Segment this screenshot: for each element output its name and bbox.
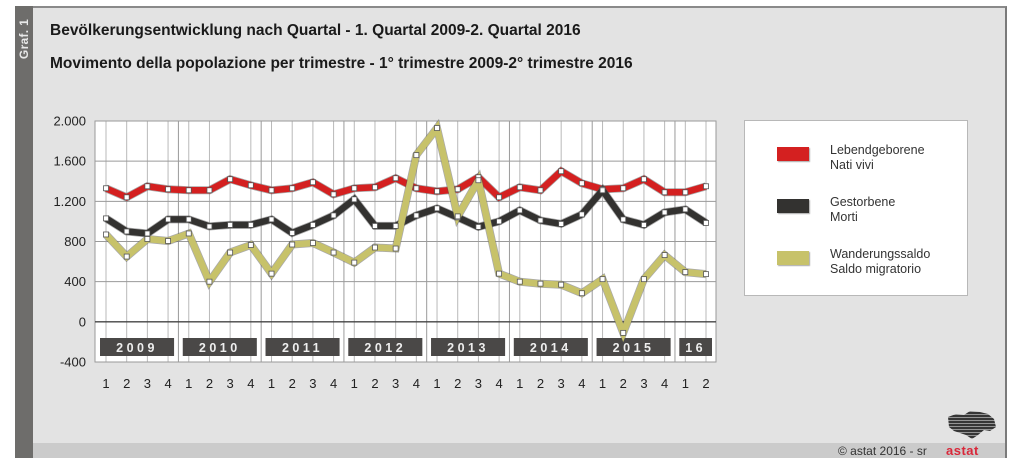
svg-text:2: 2 — [123, 376, 130, 391]
svg-text:3: 3 — [227, 376, 234, 391]
legend-label-births: Lebendgeborene Nati vivi — [830, 143, 925, 172]
legend-swatch-births — [777, 147, 809, 161]
svg-text:1.200: 1.200 — [53, 194, 86, 209]
svg-text:1: 1 — [599, 376, 606, 391]
svg-text:16: 16 — [685, 341, 706, 355]
svg-text:4: 4 — [247, 376, 254, 391]
svg-text:1: 1 — [433, 376, 440, 391]
line-chart: 2009 2010 2011 2012 2013 2014 2015 16 2.0001.60… — [53, 114, 717, 391]
svg-text:2: 2 — [620, 376, 627, 391]
svg-text:4: 4 — [330, 376, 337, 391]
svg-text:2: 2 — [702, 376, 709, 391]
svg-text:1: 1 — [268, 376, 275, 391]
svg-text:2: 2 — [537, 376, 544, 391]
y-axis-labels: 2.000 1.600 1.200 800 400 0 -400 — [53, 114, 86, 370]
svg-text:2009: 2009 — [116, 341, 158, 355]
svg-text:4: 4 — [164, 376, 171, 391]
year-bands: 2009 2010 2011 2012 2013 2014 2015 16 — [100, 338, 712, 356]
svg-text:2015: 2015 — [613, 341, 655, 355]
copyright-text: © astat 2016 - sr — [838, 444, 927, 458]
astat-logo-text: astat — [946, 443, 979, 458]
svg-text:800: 800 — [64, 234, 86, 249]
svg-text:2: 2 — [206, 376, 213, 391]
legend-label-migration: Wanderungssaldo Saldo migratorio — [830, 247, 931, 276]
legend-label-deaths: Gestorbene Morti — [830, 195, 896, 224]
svg-text:1: 1 — [102, 376, 109, 391]
svg-text:2: 2 — [454, 376, 461, 391]
grid — [94, 120, 717, 363]
svg-text:4: 4 — [578, 376, 585, 391]
svg-text:400: 400 — [64, 274, 86, 289]
legend-item-births: Lebendgeborene Nati vivi — [777, 143, 967, 179]
footer-strip — [33, 443, 1005, 458]
svg-text:2013: 2013 — [447, 341, 489, 355]
legend-item-deaths: Gestorbene Morti — [777, 195, 967, 231]
legend: Lebendgeborene Nati vivi Gestorbene Morti … — [744, 120, 968, 296]
svg-text:3: 3 — [144, 376, 151, 391]
side-strip — [15, 6, 33, 458]
svg-text:4: 4 — [413, 376, 420, 391]
svg-text:3: 3 — [309, 376, 316, 391]
legend-item-migration: Wanderungssaldo Saldo migratorio — [777, 247, 967, 283]
svg-text:-400: -400 — [60, 355, 86, 370]
svg-text:2012: 2012 — [364, 341, 406, 355]
svg-text:1: 1 — [682, 376, 689, 391]
svg-text:2011: 2011 — [282, 341, 323, 355]
svg-text:3: 3 — [558, 376, 565, 391]
legend-swatch-migration — [777, 251, 809, 265]
svg-text:4: 4 — [495, 376, 502, 391]
svg-text:2010: 2010 — [199, 341, 241, 355]
legend-swatch-deaths — [777, 199, 809, 213]
svg-text:3: 3 — [640, 376, 647, 391]
astat-logo-icon — [946, 405, 998, 439]
svg-text:1: 1 — [351, 376, 358, 391]
svg-text:1: 1 — [516, 376, 523, 391]
svg-text:2: 2 — [289, 376, 296, 391]
svg-text:3: 3 — [392, 376, 399, 391]
chart-title-it: Movimento della popolazione per trimestr… — [50, 55, 633, 72]
svg-text:1: 1 — [185, 376, 192, 391]
data-lines — [103, 118, 709, 345]
svg-text:2: 2 — [371, 376, 378, 391]
svg-text:0: 0 — [79, 314, 86, 329]
svg-text:4: 4 — [661, 376, 668, 391]
svg-text:3: 3 — [475, 376, 482, 391]
svg-text:2.000: 2.000 — [53, 114, 86, 129]
svg-text:1.600: 1.600 — [53, 154, 86, 169]
chart-title-de: Bevölkerungsentwicklung nach Quartal - 1… — [50, 22, 581, 39]
svg-text:2014: 2014 — [530, 341, 572, 355]
